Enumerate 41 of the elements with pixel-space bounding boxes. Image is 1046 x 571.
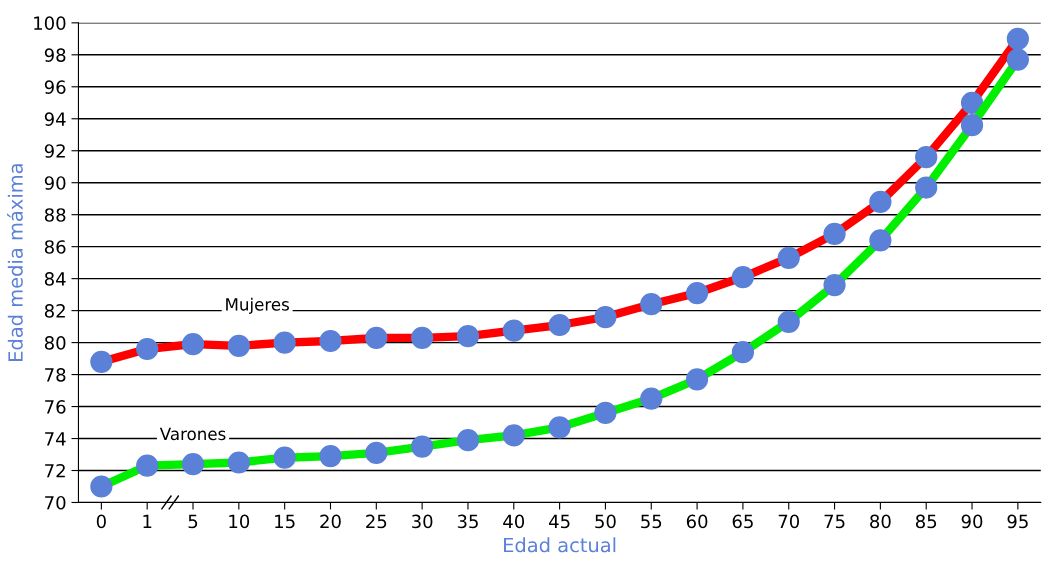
x-tick-label: 20	[320, 514, 341, 529]
x-tick-label: 75	[824, 514, 845, 529]
x-axis-title: Edad actual	[504, 537, 616, 553]
y-tick-label: 94	[44, 112, 66, 126]
x-tick-label: 30	[412, 514, 433, 529]
x-tick-label: 0	[96, 514, 106, 529]
x-tick-label: 5	[188, 514, 198, 529]
y-axis-title: Edad media máxima	[7, 164, 23, 361]
y-tick-label: 76	[45, 400, 66, 414]
x-tick-label: 10	[229, 514, 250, 529]
x-tick-label: 40	[503, 514, 525, 529]
y-tick-label: 98	[44, 48, 66, 62]
y-tick-label: 80	[44, 336, 66, 350]
x-tick-label: 15	[275, 514, 295, 529]
y-tick-label: 88	[44, 208, 66, 222]
x-tick-label: 70	[778, 514, 800, 529]
y-tick-label: 92	[44, 144, 65, 158]
y-tick-label: 70	[45, 495, 66, 510]
y-tick-label: 82	[44, 304, 65, 318]
series-label: Mujeres	[226, 297, 289, 314]
x-tick-label: 55	[641, 514, 662, 529]
x-tick-label: 25	[366, 514, 387, 529]
y-tick-label: 86	[44, 240, 66, 254]
y-tick-label: 78	[45, 368, 66, 382]
y-tick-label: 100	[34, 16, 66, 30]
x-tick-label: 60	[686, 514, 708, 529]
x-tick-label: 95	[1007, 514, 1028, 529]
x-tick-label: 90	[961, 514, 983, 529]
x-tick-label: 80	[870, 514, 891, 529]
x-tick-label: 35	[457, 514, 478, 529]
x-tick-label: 45	[549, 514, 570, 529]
y-tick-label: 84	[44, 272, 66, 286]
y-tick-label: 72	[45, 463, 65, 478]
y-tick-label: 74	[45, 432, 66, 446]
x-tick-label: 1	[143, 514, 152, 528]
x-tick-label: 65	[732, 514, 753, 529]
x-tick-label: 50	[595, 514, 616, 529]
y-tick-label: 96	[44, 80, 66, 94]
y-tick-label: 90	[44, 176, 66, 190]
series-label: Varones	[159, 427, 226, 441]
x-tick-label: 85	[915, 514, 937, 529]
